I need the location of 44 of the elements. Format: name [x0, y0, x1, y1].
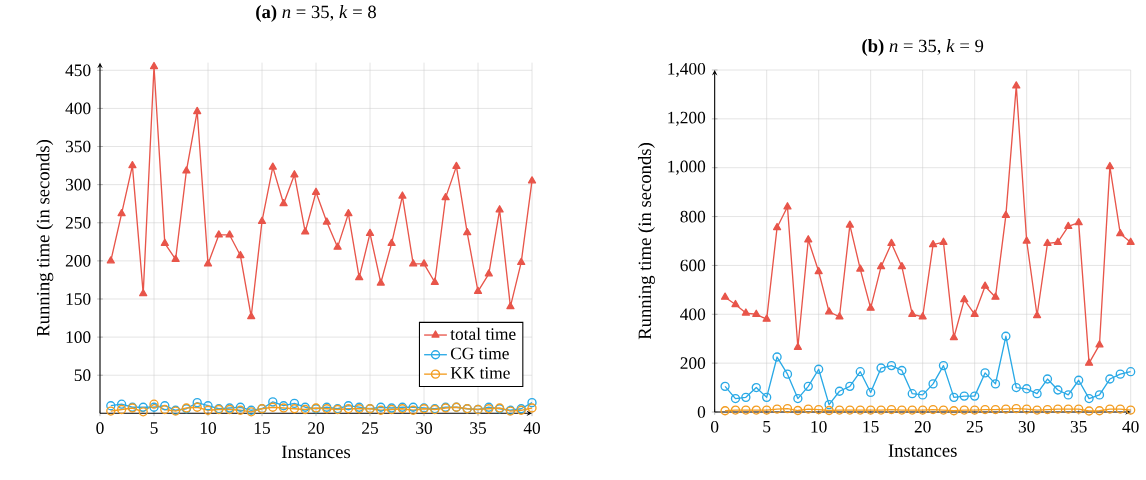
x-axis-title: Instances: [888, 444, 957, 457]
y-tick-label: 450: [65, 64, 91, 77]
x-tick-label: 15: [254, 422, 270, 434]
x-tick-label: 5: [763, 420, 771, 433]
x-tick-label: 10: [200, 422, 217, 434]
y-tick-label: 100: [66, 331, 91, 343]
y-tick-label: 200: [65, 255, 91, 267]
x-tick-label: 30: [1018, 420, 1035, 433]
y-tick-label: 150: [66, 293, 91, 305]
y-axis-title: Running time (in seconds): [637, 143, 655, 340]
chart-title: (b) n = 35, k = 9: [862, 39, 984, 56]
x-tick-label: 0: [96, 422, 104, 434]
legend-label: CG time: [450, 347, 509, 360]
x-axis-title: Instances: [281, 445, 351, 459]
y-tick-label: 1,400: [668, 62, 706, 78]
x-tick-label: 40: [523, 422, 541, 434]
legend-label: KK time: [450, 367, 510, 379]
y-tick-label: 400: [65, 102, 91, 115]
x-tick-label: 30: [416, 422, 433, 434]
y-axis-title: Running time (in seconds): [36, 140, 54, 337]
y-tick-label: 250: [65, 216, 91, 229]
x-tick-label: 15: [863, 420, 879, 433]
x-tick-label: 25: [362, 422, 378, 434]
x-tick-label: 35: [470, 422, 486, 434]
x-tick-label: 20: [308, 422, 325, 434]
y-tick-label: 350: [65, 140, 91, 153]
y-tick-label: 400: [680, 308, 706, 321]
y-tick-label: 0: [697, 406, 706, 418]
chart-title: (a) n = 35, k = 8: [256, 5, 376, 22]
x-tick-label: 25: [966, 420, 983, 433]
y-tick-label: 1,000: [668, 160, 706, 175]
x-tick-label: 20: [914, 420, 931, 433]
y-tick-label: 300: [65, 178, 91, 191]
y-tick-label: 600: [680, 259, 706, 272]
legend-label: total time: [450, 327, 516, 340]
x-tick-label: 35: [1070, 420, 1087, 433]
y-tick-label: 200: [680, 357, 706, 369]
y-tick-label: 50: [74, 369, 91, 382]
x-tick-label: 40: [1122, 420, 1139, 433]
y-tick-label: 1,200: [668, 111, 706, 126]
x-tick-label: 5: [150, 422, 158, 434]
x-tick-label: 0: [711, 420, 719, 433]
x-tick-label: 10: [811, 420, 827, 433]
y-tick-label: 800: [680, 210, 706, 223]
